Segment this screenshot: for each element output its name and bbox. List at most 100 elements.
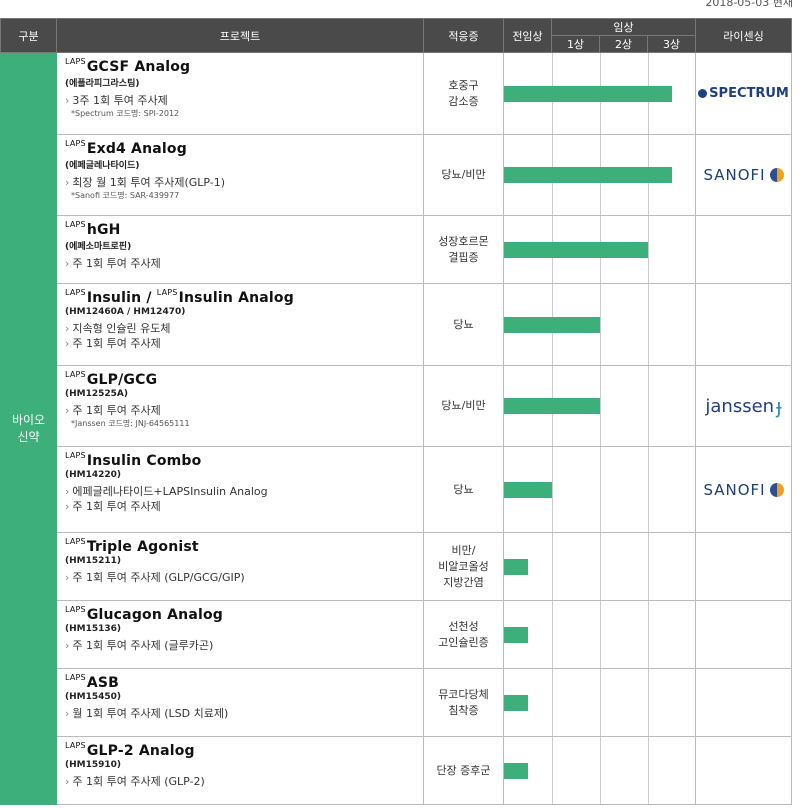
project-code: (에페소마트로핀) bbox=[65, 242, 132, 252]
progress-cell bbox=[502, 215, 697, 284]
project-desc: › 주 1회 투여 주사제 bbox=[65, 256, 423, 271]
chevron-right-icon: › bbox=[65, 571, 70, 584]
laps-prefix: LAPS bbox=[65, 57, 86, 66]
project-code: (HM15450) bbox=[65, 692, 122, 702]
phase-divider bbox=[600, 533, 601, 600]
project-cell: LAPSGLP-2 Analog (HM15910) › 주 1회 투여 주사제 (G… bbox=[56, 736, 424, 805]
header-indication: 적응증 bbox=[423, 18, 504, 53]
phase-divider bbox=[552, 533, 553, 600]
licensing-cell bbox=[695, 600, 793, 669]
indication-line: 당뇨 bbox=[453, 317, 474, 331]
phase-divider bbox=[648, 447, 649, 532]
phase-divider bbox=[552, 737, 553, 804]
progress-cell bbox=[502, 283, 697, 366]
desc-line: › 주 1회 투여 주사제 bbox=[65, 336, 423, 351]
laps-prefix: LAPS bbox=[65, 741, 86, 750]
desc-line: › 지속형 인슐린 유도체 bbox=[65, 321, 423, 336]
desc-text: 주 1회 투여 주사제 bbox=[72, 337, 161, 350]
phase-divider bbox=[600, 447, 601, 532]
desc-text: 에페글레나타이드+LAPSInsulin Analog bbox=[72, 485, 268, 498]
project-code: (에플라피그라스팀) bbox=[65, 79, 140, 89]
chevron-right-icon: › bbox=[65, 775, 70, 788]
desc-line: › 주 1회 투여 주사제 (글루카곤) bbox=[65, 638, 423, 653]
indication-cell: 당뇨/비만 bbox=[423, 134, 504, 216]
desc-text: 주 1회 투여 주사제 bbox=[72, 257, 161, 270]
indication-cell: 비만/비알코올성 지방간염 bbox=[423, 532, 504, 601]
licensing-cell bbox=[695, 668, 793, 737]
project-code: (에페글레나타이드) bbox=[65, 161, 140, 171]
indication-line: 비만/ bbox=[451, 543, 476, 557]
desc-line: › 최장 월 1회 투여 주사제(GLP-1) bbox=[65, 175, 423, 190]
project-name: GLP-2 Analog bbox=[86, 743, 195, 759]
indication-line: 지방간염 bbox=[443, 575, 484, 589]
phase-divider bbox=[552, 669, 553, 736]
indication-line: 뮤코다당체 bbox=[438, 687, 489, 701]
desc-text: 월 1회 투여 주사제 (LSD 치료제) bbox=[72, 707, 229, 720]
indication-cell: 호중구 감소증 bbox=[423, 52, 504, 135]
chevron-right-icon: › bbox=[65, 707, 70, 720]
project-desc: › 에페글레나타이드+LAPSInsulin Analog › 주 1회 투여 주사제 bbox=[65, 484, 423, 514]
project-name: Insulin / bbox=[86, 290, 157, 306]
project-code: (HM15211) bbox=[65, 556, 122, 566]
laps-prefix: LAPS bbox=[65, 288, 86, 297]
progress-bar bbox=[504, 316, 600, 333]
desc-text: 최장 월 1회 투여 주사제(GLP-1) bbox=[72, 176, 226, 189]
phase-divider bbox=[648, 533, 649, 600]
progress-cell bbox=[502, 532, 697, 601]
project-desc: › 최장 월 1회 투여 주사제(GLP-1) bbox=[65, 175, 423, 190]
indication-line: 선천성 bbox=[448, 619, 479, 633]
desc-line: › 주 1회 투여 주사제 bbox=[65, 499, 423, 514]
project-name-2: Insulin Analog bbox=[178, 290, 294, 306]
progress-bar bbox=[504, 481, 552, 498]
licensing-cell: SPECTRUM bbox=[695, 52, 793, 135]
table-row: LAPSInsulin Combo (HM14220) › 에페글레나타이드+LAPS… bbox=[1, 446, 793, 533]
project-title: LAPSGCSF Analog bbox=[65, 57, 423, 75]
desc-line: › 월 1회 투여 주사제 (LSD 치료제) bbox=[65, 706, 423, 721]
progress-bar bbox=[504, 85, 672, 102]
header-phase1: 1상 bbox=[551, 35, 600, 53]
desc-line: › 3주 1회 투여 주사제 bbox=[65, 93, 423, 108]
project-name: GLP/GCG bbox=[86, 372, 158, 388]
project-desc: › 주 1회 투여 주사제 (GLP-2) bbox=[65, 774, 423, 789]
sanofi-logo: SANOFI bbox=[703, 481, 784, 499]
licensing-cell: janssen ɟ bbox=[695, 365, 793, 447]
laps-prefix: LAPS bbox=[65, 451, 86, 460]
licensing-cell bbox=[695, 283, 793, 366]
progress-bar bbox=[504, 762, 528, 779]
spectrum-logo: SPECTRUM bbox=[698, 86, 789, 101]
indication-cell: 당뇨/비만 bbox=[423, 365, 504, 447]
phase-divider bbox=[600, 601, 601, 668]
partner-code-note: *Sanofi 코드명: SAR-439977 bbox=[71, 191, 180, 200]
indication-line: 당뇨 bbox=[453, 482, 474, 496]
project-name: Glucagon Analog bbox=[86, 607, 223, 623]
project-title: LAPSGlucagon Analog bbox=[65, 605, 423, 623]
table-row: LAPSGLP/GCG (HM12525A) › 주 1회 투여 주사제 *Jansse… bbox=[1, 365, 793, 447]
phase-divider bbox=[648, 601, 649, 668]
project-name: hGH bbox=[86, 222, 121, 238]
project-cell: LAPSGLP/GCG (HM12525A) › 주 1회 투여 주사제 *Jansse… bbox=[56, 365, 424, 447]
phase-divider bbox=[600, 669, 601, 736]
indication-cell: 성장호르몬 결핍증 bbox=[423, 215, 504, 284]
progress-cell bbox=[502, 736, 697, 805]
indication-line: 고인슐린증 bbox=[438, 635, 489, 649]
project-title: LAPSGLP/GCG bbox=[65, 370, 423, 388]
phase-divider bbox=[552, 601, 553, 668]
progress-cell bbox=[502, 365, 697, 447]
desc-text: 주 1회 투여 주사제 (글루카곤) bbox=[72, 639, 214, 652]
desc-text: 지속형 인슐린 유도체 bbox=[72, 322, 171, 335]
laps-prefix: LAPS bbox=[65, 370, 86, 379]
category-label-2: 신약 bbox=[17, 429, 40, 444]
project-title: LAPSTriple Agonist bbox=[65, 537, 423, 555]
project-cell: LAPSInsulin Combo (HM14220) › 에페글레나타이드+LAPS… bbox=[56, 446, 424, 533]
category-label-1: 바이오 bbox=[11, 412, 46, 427]
progress-bar bbox=[504, 167, 672, 183]
desc-line: › 에페글레나타이드+LAPSInsulin Analog bbox=[65, 484, 423, 499]
licensing-cell: SANOFI bbox=[695, 134, 793, 216]
header-preclinical: 전임상 bbox=[503, 18, 552, 53]
indication-line: 호중구 bbox=[448, 78, 479, 92]
janssen-logo: janssen ɟ bbox=[705, 394, 782, 418]
phase-divider bbox=[552, 447, 553, 532]
project-code: (HM14220) bbox=[65, 470, 122, 480]
progress-bar bbox=[504, 626, 528, 643]
desc-line: › 주 1회 투여 주사제 bbox=[65, 403, 423, 418]
